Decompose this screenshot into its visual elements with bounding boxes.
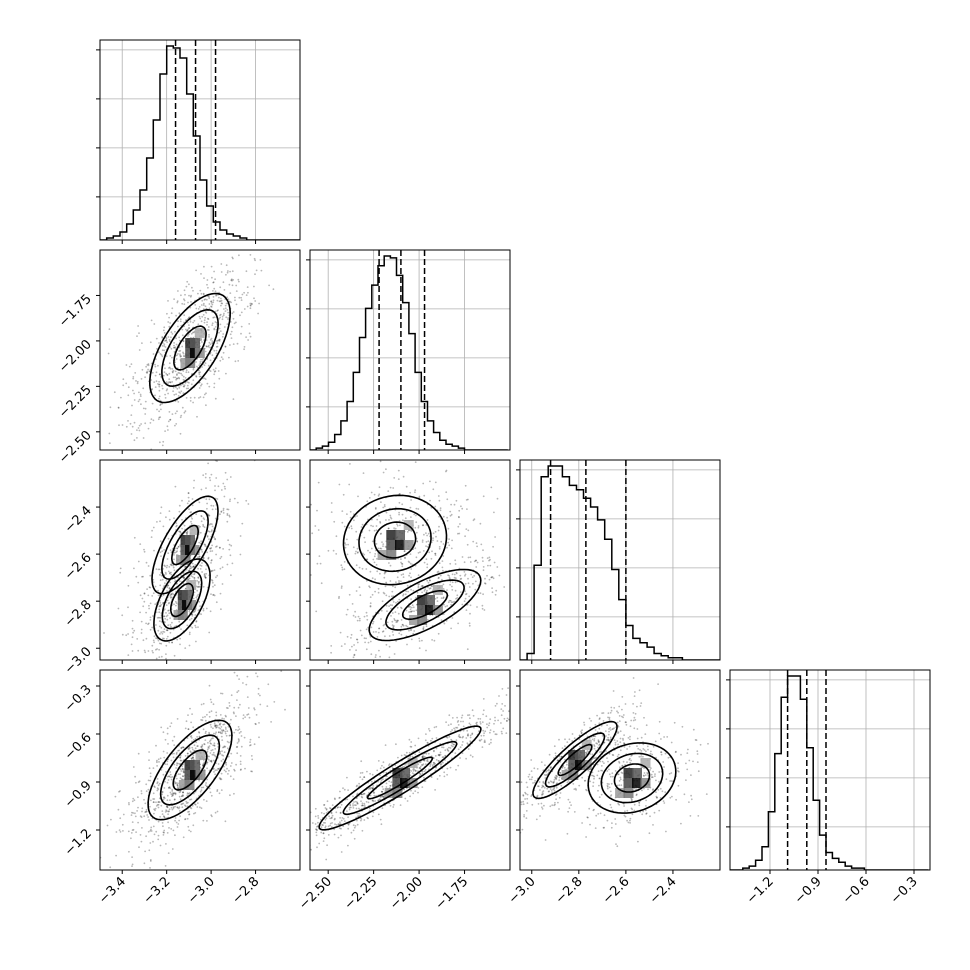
- x-tick-label: −2.8: [229, 874, 262, 907]
- y-tick-label: −2.25: [56, 383, 95, 422]
- histogram-step: [730, 675, 929, 870]
- x-tick-label: −0.3: [888, 874, 921, 907]
- x-tick-label: −2.4: [647, 874, 680, 907]
- scatter-panel-2-0: [99, 459, 301, 661]
- x-tick-label: −0.9: [792, 874, 825, 907]
- density-contour: [159, 734, 221, 806]
- y-tick-label: −0.9: [62, 778, 95, 811]
- density-contour: [161, 570, 203, 630]
- scatter-panel-1-0: [99, 249, 301, 451]
- density-contour: [401, 590, 449, 620]
- y-tick-label: −2.50: [56, 428, 95, 467]
- density-contour: [600, 752, 664, 804]
- histogram-panel-1: [306, 249, 511, 451]
- density-contour: [366, 756, 434, 800]
- density-contour: [148, 292, 232, 404]
- x-tick-label: −0.6: [840, 874, 873, 907]
- density-contour: [172, 749, 208, 791]
- panel-frame: [99, 459, 301, 661]
- density-contour: [342, 740, 458, 816]
- x-tick-label: −3.0: [185, 874, 218, 907]
- y-tick-label: −1.2: [62, 826, 95, 859]
- density-contour: [161, 510, 209, 580]
- panel-frame: [519, 459, 721, 661]
- x-tick-label: −3.2: [141, 874, 174, 907]
- density-contour: [544, 732, 606, 788]
- x-tick-label: −2.25: [342, 874, 381, 913]
- panel-frame: [729, 669, 931, 871]
- density-contour: [557, 743, 593, 777]
- x-tick-label: −3.4: [96, 874, 129, 907]
- density-contour: [587, 742, 677, 814]
- density-contour: [151, 495, 219, 595]
- density-contour: [385, 579, 465, 631]
- panel-frame: [519, 669, 721, 871]
- sample-points: [310, 460, 510, 659]
- panel-frame: [99, 39, 301, 241]
- density-contour: [532, 720, 618, 800]
- x-tick-label: −2.00: [387, 874, 426, 913]
- sample-points: [100, 670, 286, 869]
- sample-points: [520, 677, 709, 848]
- x-tick-label: −1.2: [744, 874, 777, 907]
- y-tick-label: −3.0: [62, 644, 95, 677]
- y-tick-label: −2.00: [56, 337, 95, 376]
- scatter-panel-3-2: [519, 669, 721, 871]
- x-tick-label: −2.8: [553, 874, 586, 907]
- y-tick-label: −2.6: [62, 550, 95, 583]
- x-tick-label: −3.0: [506, 874, 539, 907]
- panel-frame: [99, 669, 301, 871]
- y-tick-label: −0.3: [62, 682, 95, 715]
- histogram-step: [310, 255, 508, 450]
- density-contour: [170, 524, 200, 566]
- density-contour: [161, 308, 219, 388]
- panel-frame: [309, 669, 511, 871]
- density-contour: [613, 763, 651, 793]
- histogram-step: [100, 45, 300, 240]
- density-contour: [342, 494, 448, 586]
- y-tick-label: −2.4: [62, 503, 95, 536]
- density-contour: [373, 521, 417, 559]
- x-tick-label: −2.50: [296, 874, 335, 913]
- histogram-panel-0: [96, 39, 301, 241]
- sample-points: [103, 460, 256, 660]
- histogram-panel-2: [516, 459, 721, 661]
- panel-frame: [99, 249, 301, 451]
- y-tick-label: −0.6: [62, 730, 95, 763]
- panel-frame: [309, 249, 511, 451]
- density-contour: [153, 558, 211, 642]
- density-contour: [173, 325, 207, 371]
- density-contour: [318, 725, 482, 831]
- density-contour: [147, 719, 233, 821]
- density-contour: [368, 568, 482, 642]
- y-tick-label: −1.75: [56, 292, 95, 331]
- panel-frame: [309, 459, 511, 661]
- y-tick-label: −2.8: [62, 597, 95, 630]
- histogram-panel-3: [726, 669, 931, 871]
- density-contour: [170, 582, 194, 618]
- x-tick-label: −1.75: [433, 874, 472, 913]
- density-contour: [358, 507, 432, 573]
- scatter-panel-3-1: [309, 669, 511, 871]
- x-tick-label: −2.6: [600, 874, 633, 907]
- scatter-panel-3-0: [99, 669, 301, 871]
- scatter-panel-2-1: [309, 459, 511, 661]
